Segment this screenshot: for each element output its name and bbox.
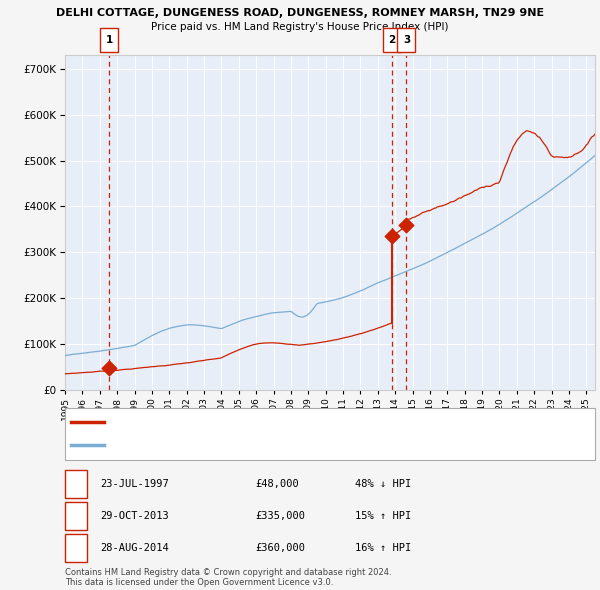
Text: 2: 2 bbox=[389, 35, 396, 45]
Text: 29-OCT-2013: 29-OCT-2013 bbox=[100, 511, 169, 521]
Text: 1: 1 bbox=[73, 479, 80, 489]
Text: 48% ↓ HPI: 48% ↓ HPI bbox=[355, 479, 411, 489]
Text: 15% ↑ HPI: 15% ↑ HPI bbox=[355, 511, 411, 521]
Text: Contains HM Land Registry data © Crown copyright and database right 2024.
This d: Contains HM Land Registry data © Crown c… bbox=[65, 568, 392, 588]
Point bbox=[104, 363, 114, 373]
Text: £360,000: £360,000 bbox=[255, 543, 305, 553]
Point bbox=[401, 220, 411, 230]
Text: £335,000: £335,000 bbox=[255, 511, 305, 521]
Text: £48,000: £48,000 bbox=[255, 479, 299, 489]
Text: Price paid vs. HM Land Registry's House Price Index (HPI): Price paid vs. HM Land Registry's House … bbox=[151, 22, 449, 32]
Text: 3: 3 bbox=[73, 543, 80, 553]
Text: DELHI COTTAGE, DUNGENESS ROAD, DUNGENESS, ROMNEY MARSH, TN29 9NE: DELHI COTTAGE, DUNGENESS ROAD, DUNGENESS… bbox=[56, 8, 544, 18]
Text: DELHI COTTAGE, DUNGENESS ROAD, DUNGENESS, ROMNEY MARSH, TN29 9NE (detache: DELHI COTTAGE, DUNGENESS ROAD, DUNGENESS… bbox=[111, 418, 509, 427]
Text: 3: 3 bbox=[403, 35, 410, 45]
Point bbox=[388, 231, 397, 241]
Text: 1: 1 bbox=[106, 35, 113, 45]
Text: 28-AUG-2014: 28-AUG-2014 bbox=[100, 543, 169, 553]
Text: 16% ↑ HPI: 16% ↑ HPI bbox=[355, 543, 411, 553]
Text: 23-JUL-1997: 23-JUL-1997 bbox=[100, 479, 169, 489]
Text: 2: 2 bbox=[73, 511, 80, 521]
Text: HPI: Average price, detached house, Folkestone and Hythe: HPI: Average price, detached house, Folk… bbox=[111, 441, 377, 450]
